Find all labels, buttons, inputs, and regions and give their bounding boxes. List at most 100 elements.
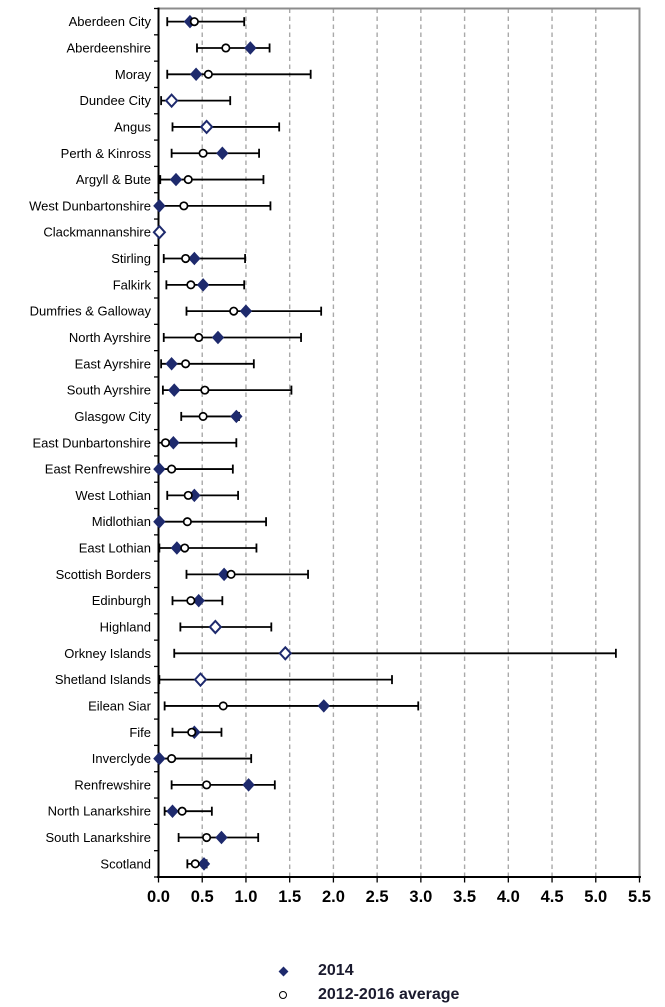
marker-2014	[170, 541, 184, 555]
category-label: South Lanarkshire	[45, 830, 151, 845]
category-label: Perth & Kinross	[61, 146, 152, 161]
category-label: North Ayrshire	[69, 330, 151, 345]
category-label: East Ayrshire	[75, 356, 151, 371]
category-label: East Lothian	[79, 541, 151, 556]
marker-average	[198, 148, 208, 158]
marker-average	[229, 306, 239, 316]
marker-average	[194, 332, 204, 343]
category-label: South Ayrshire	[67, 383, 151, 398]
marker-2014-and-average-overlap	[193, 672, 208, 688]
marker-2014	[153, 751, 166, 766]
marker-average	[186, 280, 196, 290]
marker-average	[167, 464, 177, 474]
category-label: North Lanarkshire	[48, 804, 151, 819]
marker-2014	[166, 804, 179, 818]
category-label: Midlothian	[92, 514, 151, 529]
marker-average	[181, 253, 191, 264]
category-label: Eilean Siar	[88, 698, 152, 713]
category-label: Shetland Islands	[55, 672, 152, 687]
marker-2014-and-average-overlap	[199, 119, 214, 135]
marker-2014	[192, 593, 205, 608]
marker-average	[221, 43, 231, 53]
category-label: East Dunbartonshire	[32, 435, 151, 450]
x-tick-label: 0.0	[147, 888, 170, 906]
category-label: Falkirk	[113, 277, 152, 292]
marker-average	[189, 17, 199, 27]
marker-2014	[169, 172, 183, 187]
legend-item-average: 2012-2016 average	[248, 984, 459, 1006]
category-label: Stirling	[111, 251, 151, 266]
x-tick-label: 4.0	[497, 888, 520, 906]
dot-plot-chart: 0.0 0.5 1.0 1.5 2.0 2.5 3.0 3.5 4.0 4.5 5.0 5.5 Aber…	[29, 7, 651, 906]
marker-average	[182, 517, 192, 527]
marker-average	[226, 569, 236, 579]
marker-2014	[242, 778, 255, 792]
category-label: Edinburgh	[92, 593, 151, 608]
x-tick-label: 0.5	[191, 888, 214, 906]
category-label: Moray	[115, 67, 152, 82]
marker-2014	[196, 278, 210, 292]
open-circle-icon	[279, 991, 287, 999]
marker-2014	[153, 199, 166, 213]
marker-2014	[153, 462, 166, 476]
chart-legend: 2014 2012-2016 average	[248, 960, 459, 1006]
category-label: Renfrewshire	[74, 777, 151, 792]
marker-2014	[211, 330, 225, 345]
marker-2014	[165, 357, 178, 371]
marker-average	[218, 701, 228, 711]
marker-2014	[188, 251, 201, 266]
marker-average	[179, 201, 189, 211]
x-tick-label: 5.0	[584, 888, 607, 906]
x-tick-label: 5.5	[628, 888, 651, 906]
marker-average	[190, 859, 200, 869]
category-label: Fife	[129, 725, 151, 740]
category-label: West Dunbartonshire	[29, 198, 151, 213]
legend-label-average: 2012-2016 average	[318, 986, 460, 1003]
x-tick-label: 4.5	[541, 888, 564, 906]
marker-average	[180, 543, 190, 553]
marker-2014	[230, 409, 243, 424]
marker-2014	[168, 383, 181, 397]
marker-2014	[244, 41, 257, 55]
x-tick-label: 1.5	[278, 888, 301, 906]
category-label: Orkney Islands	[64, 646, 151, 661]
category-label: Clackmannanshire	[43, 225, 151, 240]
category-label: Highland	[100, 619, 151, 634]
marker-average	[177, 806, 187, 816]
x-tick-label: 1.0	[234, 888, 257, 906]
marker-average	[186, 596, 196, 606]
category-label: Scotland	[100, 856, 151, 871]
filled-diamond-icon	[278, 966, 288, 976]
marker-2014-and-average-overlap	[208, 619, 223, 635]
marker-2014	[189, 67, 203, 82]
marker-2014	[197, 857, 211, 871]
legend-item-2014: 2014	[248, 960, 459, 982]
marker-average	[167, 754, 177, 764]
category-label: Argyll & Bute	[76, 172, 151, 187]
legend-label-2014: 2014	[318, 962, 354, 979]
marker-average	[198, 411, 208, 421]
marker-2014-and-average-overlap	[164, 93, 179, 109]
category-label: Dundee City	[79, 93, 151, 108]
marker-2014-and-average-overlap	[152, 224, 167, 240]
category-label: Aberdeen City	[69, 14, 152, 29]
legend-marker-cell	[248, 966, 318, 976]
marker-average	[203, 69, 213, 79]
marker-2014	[215, 830, 228, 845]
marker-2014	[216, 146, 229, 160]
marker-average	[202, 780, 212, 790]
marker-2014-and-average-overlap	[278, 645, 293, 661]
category-label: Scottish Borders	[56, 567, 152, 582]
category-label: Inverclyde	[92, 751, 151, 766]
marker-average	[202, 832, 212, 843]
category-label: West Lothian	[75, 488, 151, 503]
marker-average	[160, 438, 171, 448]
category-label: Angus	[114, 119, 151, 134]
marker-2014	[153, 514, 166, 529]
category-label: East Renfrewshire	[45, 462, 151, 477]
x-tick-label: 2.0	[322, 888, 345, 906]
x-tick-label: 2.5	[366, 888, 389, 906]
marker-average	[181, 359, 191, 369]
marker-average	[183, 175, 193, 185]
